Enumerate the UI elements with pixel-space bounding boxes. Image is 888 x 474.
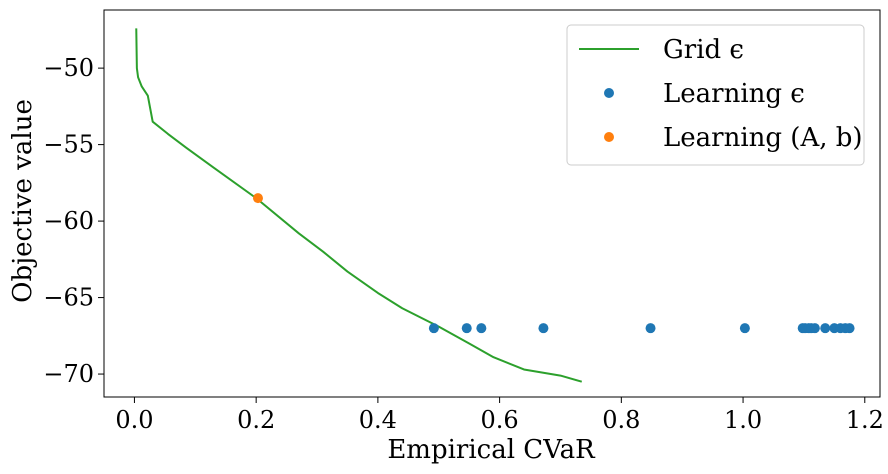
data-point-series-1 [538,323,549,334]
plot-area [135,28,855,383]
x-tick-label: 1.0 [724,406,762,434]
data-point-series-1 [820,323,831,334]
y-tick-label: −70 [43,360,94,388]
data-point-series-1 [739,323,750,334]
legend-label: Learning ϵ [663,79,805,109]
data-point-series-1 [645,323,656,334]
data-point-series-1 [461,323,472,334]
y-tick-label: −60 [43,207,94,235]
x-tick-label: 0.8 [602,406,640,434]
y-tick-label: −65 [43,284,94,312]
legend-label: Learning (A, b) [663,123,863,153]
data-point-series-1 [809,323,820,334]
x-tick-label: 0.0 [115,406,153,434]
data-point-series-1 [844,323,855,334]
legend-label: Grid ϵ [663,35,744,65]
y-axis-label: Objective value [8,99,38,303]
legend-box [566,24,865,166]
x-tick-label: 1.2 [846,406,884,434]
x-tick-label: 0.2 [237,406,275,434]
legend-marker-swatch [604,88,614,98]
y-tick-label: −50 [43,54,94,82]
y-tick-label: −55 [43,131,94,159]
axes-frame [103,9,881,398]
series-line-grid-epsilon [135,28,583,383]
x-tick-label: 0.4 [359,406,397,434]
data-point-series-1 [476,323,487,334]
data-point-series-1 [428,323,439,334]
data-point-series-2 [252,193,263,204]
x-axis-label: Empirical CVaR [387,435,596,465]
legend-marker-swatch [604,132,614,142]
x-tick-label: 0.6 [481,406,519,434]
